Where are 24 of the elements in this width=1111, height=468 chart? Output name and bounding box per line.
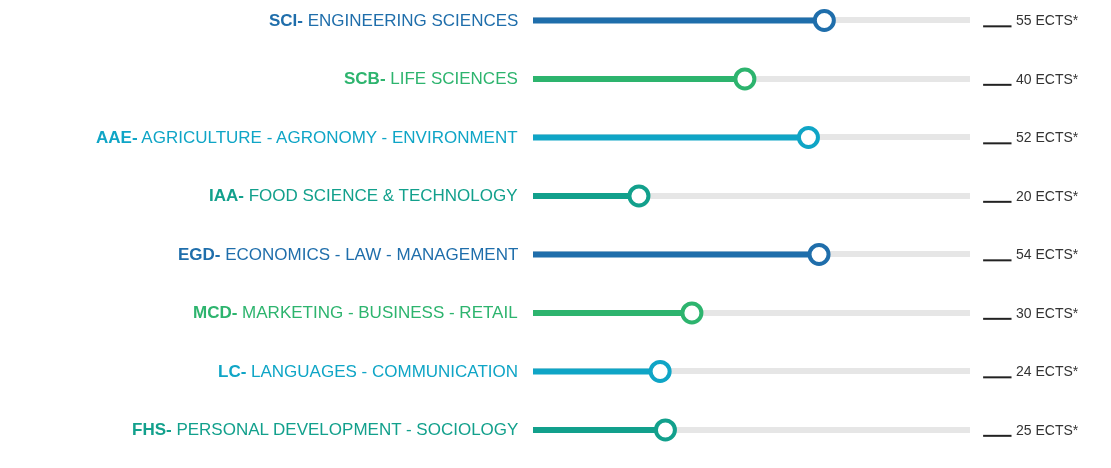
y-tick-label: SCB- LIFE SCIENCES <box>344 69 518 88</box>
data-label: 40 ECTS* <box>1016 71 1079 87</box>
data-label: 30 ECTS* <box>1016 305 1079 321</box>
y-tick-label: LC- LANGUAGES - COMMUNICATION <box>218 362 519 381</box>
data-label: 54 ECTS* <box>1016 246 1079 262</box>
y-tick-label: IAA- FOOD SCIENCE & TECHNOLOGY <box>209 186 518 205</box>
y-tick-label: FHS- PERSONAL DEVELOPMENT - SOCIOLOGY <box>132 420 519 439</box>
y-tick-label: EGD- ECONOMICS - LAW - MANAGEMENT <box>178 245 519 264</box>
point <box>680 301 704 325</box>
y-tick-label: AAE- AGRICULTURE - AGRONOMY - ENVIRONMENT <box>96 128 518 147</box>
y-tick-label: SCI- ENGINEERING SCIENCES <box>269 11 519 30</box>
data-label: 25 ECTS* <box>1016 422 1079 438</box>
point <box>733 67 757 91</box>
data-label: 55 ECTS* <box>1016 12 1079 28</box>
point <box>807 242 831 266</box>
data-label: 24 ECTS* <box>1016 363 1079 379</box>
y-tick-label: MCD- MARKETING - BUSINESS - RETAIL <box>193 303 518 322</box>
data-label: 52 ECTS* <box>1016 129 1079 145</box>
point <box>812 8 836 32</box>
point <box>796 125 820 149</box>
point <box>627 184 651 208</box>
point <box>653 418 677 442</box>
point <box>648 359 672 383</box>
data-label: 20 ECTS* <box>1016 188 1079 204</box>
